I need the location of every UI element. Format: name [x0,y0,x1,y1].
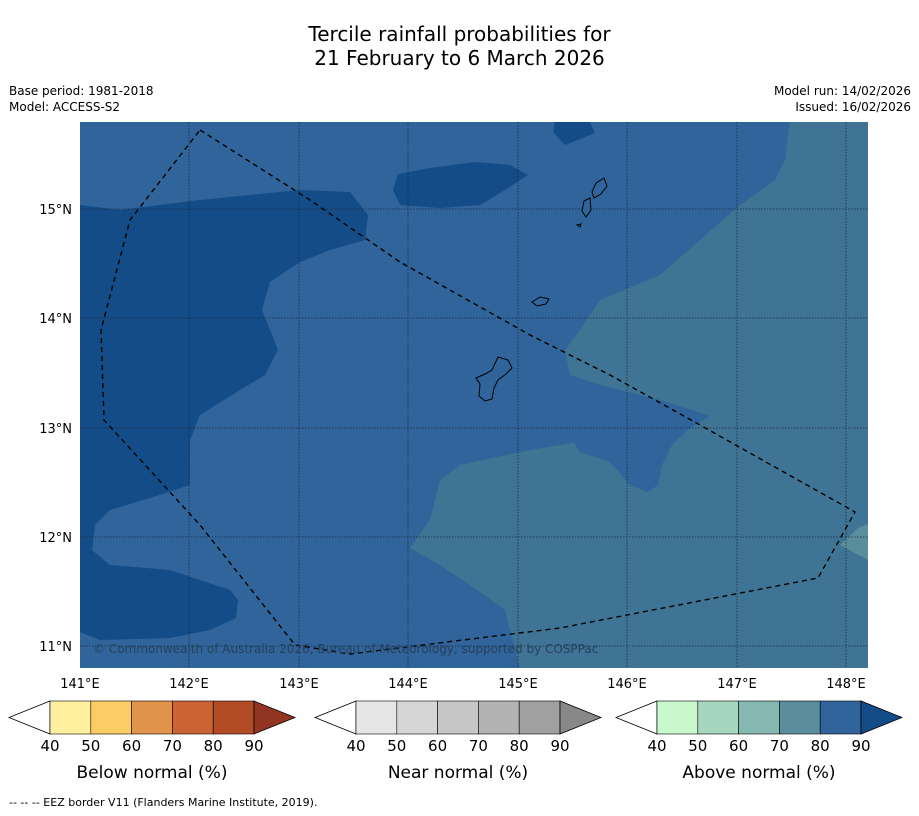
colorbar-label: Above normal (%) [682,763,835,783]
colorbar-segment [355,700,398,735]
region-above-80-west [80,190,368,640]
footnote: -- -- -- EEZ border V11 (Flanders Marine… [9,796,318,809]
colorbar-segment [518,700,561,735]
colorbar-tick-label: 60 [122,737,141,755]
lat-tick-label: 14°N [39,312,72,327]
colorbar-segment [697,700,739,735]
colorbars: 40 50 60 70 80 90 Below normal (%) 40 50 60 70 80 90… [7,700,904,783]
colorbar-tick-label: 70 [163,737,182,755]
colorbar-tick-label: 90 [550,737,569,755]
islands [475,177,608,402]
lat-tick-label: 12°N [39,531,72,546]
lon-tick-label: 148°E [826,677,866,692]
tinian-island [581,197,592,218]
colorbar-segment [819,700,862,735]
colorbar-3: 40 50 60 70 80 90 Above normal (%) [614,700,904,783]
colorbar-segment [478,700,520,735]
colorbar-tick-label: 70 [469,737,488,755]
colorbar-extend-low [313,700,357,735]
region-above-80-top [553,122,595,145]
copyright-text: © Commonwealth of Australia 2026, Bureau… [93,642,598,656]
colorbar-segment [656,700,699,735]
region-above-60-east [410,122,868,668]
colorbar-tick-label: 80 [204,737,223,755]
region-above-50-east [840,524,868,560]
colorbar-extend-high [253,700,297,735]
colorbar-tick-label: 90 [244,737,263,755]
colorbar-segment [396,700,438,735]
colorbar-segment [172,700,214,735]
colorbar-label: Near normal (%) [388,763,528,783]
region-above-70-tongue [560,375,710,492]
colorbar-segment [437,700,479,735]
colorbar-tick-label: 40 [647,737,666,755]
guam-island [475,356,513,402]
colorbar-tick-label: 80 [510,737,529,755]
meta-right: Model run: 14/02/2026 Issued: 16/02/2026 [774,83,911,115]
colorbar-tick-label: 60 [428,737,447,755]
colorbar-tick-label: 40 [40,737,59,755]
colorbar-tick-label: 40 [346,737,365,755]
eez-border [100,129,856,655]
lon-tick-label: 145°E [498,677,538,692]
saipan-island [591,177,608,199]
lon-tick-label: 142°E [169,677,209,692]
lat-tick-label: 13°N [39,422,72,437]
lon-tick-label: 143°E [279,677,319,692]
model-name: Model: ACCESS-S2 [9,100,121,114]
colorbar-tick-label: 90 [851,737,870,755]
model-run: Model run: 14/02/2026 [773,84,911,98]
colorbar-tick-label: 60 [729,737,748,755]
colorbar-segment [212,700,255,735]
rota-island [531,296,550,307]
colorbar-tick-label: 70 [770,737,789,755]
lon-tick-label: 146°E [607,677,647,692]
region-above-80-north [393,162,528,208]
aguijan-island [575,223,582,228]
colorbar-tick-label: 80 [811,737,830,755]
lat-tick-label: 11°N [39,640,72,655]
lon-tick-labels: 141°E 142°E 143°E 144°E 145°E 146°E 147°E 148°E [60,677,866,692]
colorbar-segment [738,700,780,735]
title-line-2: 21 February to 6 March 2026 [314,46,605,70]
lat-tick-labels: 15°N 14°N 13°N 12°N 11°N [39,203,72,655]
colorbar-label: Below normal (%) [77,763,228,783]
colorbar-extend-high [559,700,603,735]
colorbar-extend-low [7,700,51,735]
lon-tick-label: 144°E [388,677,428,692]
colorbar-tick-label: 50 [81,737,100,755]
colorbar-extend-low [614,700,658,735]
colorbar-1: 40 50 60 70 80 90 Below normal (%) [7,700,297,783]
colorbar-segment [49,700,92,735]
graticule [80,122,868,668]
probability-field [80,122,868,668]
map-figure: © Commonwealth of Australia 2026, Bureau… [7,122,904,783]
colorbar-segment [779,700,821,735]
colorbar-tick-label: 50 [688,737,707,755]
title-line-1: Tercile rainfall probabilities for [308,22,611,46]
issued-date: Issued: 16/02/2026 [795,100,911,114]
meta-left: Base period: 1981-2018 Model: ACCESS-S2 [9,83,154,115]
base-period: Base period: 1981-2018 [9,84,154,98]
chart-title: Tercile rainfall probabilities for 21 Fe… [0,22,919,70]
colorbar-extend-high [860,700,904,735]
colorbar-tick-label: 50 [387,737,406,755]
colorbar-2: 40 50 60 70 80 90 Near normal (%) [313,700,603,783]
lon-tick-label: 141°E [60,677,100,692]
lon-tick-label: 147°E [717,677,757,692]
colorbar-segment [90,700,132,735]
colorbar-segment [131,700,173,735]
lat-tick-label: 15°N [39,203,72,218]
